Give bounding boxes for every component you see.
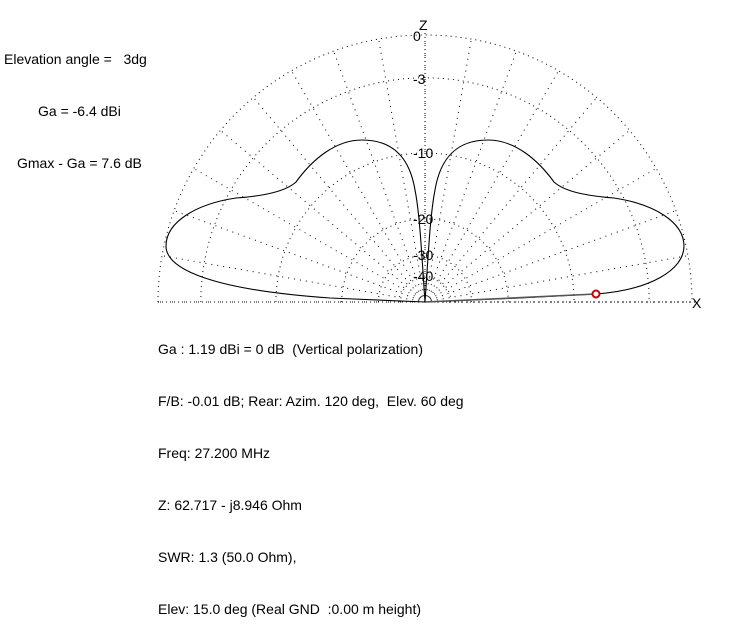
grid-spoke [252,97,426,303]
swr-text: SWR: 1.3 (50.0 Ohm), [158,549,297,565]
gmax-text: Gmax - Ga = 7.6 dB [17,155,142,171]
ring-label: 0 [413,28,421,44]
grid-spoke [424,210,677,303]
grid-ring [341,218,509,303]
grid-spoke [424,168,657,303]
grid-spoke [424,129,630,303]
x-axis-label: X [692,295,702,311]
grid-ring [378,255,472,303]
gain-polarization-text: Ga : 1.19 dBi = 0 dB (Vertical polarizat… [158,341,423,357]
elevation-ground-text: Elev: 15.0 deg (Real GND :0.00 m height) [158,601,422,617]
elevation-marker [591,289,601,299]
grid-spoke [173,210,426,303]
ring-labels: 0 -3 -10 -20 -30 -40 [413,28,433,284]
grid-spoke [424,50,517,303]
grid-spoke [333,50,426,303]
front-back-text: F/B: -0.01 dB; Rear: Azim. 120 deg, Elev… [158,393,464,409]
frequency-text: Freq: 27.200 MHz [158,445,271,461]
elevation-angle-text: Elevation angle = 3dg [4,51,147,67]
grid-spoke [424,97,598,303]
grid-spoke [220,129,426,303]
ring-label: -10 [413,145,433,161]
grid-spoke [424,70,559,303]
grid-ring [157,34,693,303]
grid-ring [398,275,452,303]
z-axis-label: Z [419,17,428,33]
ring-label: -3 [413,71,426,87]
radiation-pattern-curve [165,139,685,303]
header-info: Elevation angle = 3dg Ga = -6.4 dBi Gmax… [4,19,147,191]
grid-spoke [378,38,426,303]
impedance-text: Z: 62.717 - j8.946 Ohm [158,497,302,513]
ring-label: -20 [413,211,433,227]
grid-spoke [424,38,472,303]
grid-spoke [291,70,426,303]
footer-info: Ga : 1.19 dBi = 0 dB (Vertical polarizat… [158,309,464,637]
grid-spoke [424,255,689,303]
cursor-line [424,293,597,303]
grid-spoke [193,168,426,303]
polar-pattern-plot: Z X 0 -3 -10 -20 -30 -40 [157,17,702,311]
ring-label: -30 [413,247,433,263]
grid-spoke [161,255,426,303]
gain-text: Ga = -6.4 dBi [38,103,121,119]
ring-label: -40 [413,268,433,284]
